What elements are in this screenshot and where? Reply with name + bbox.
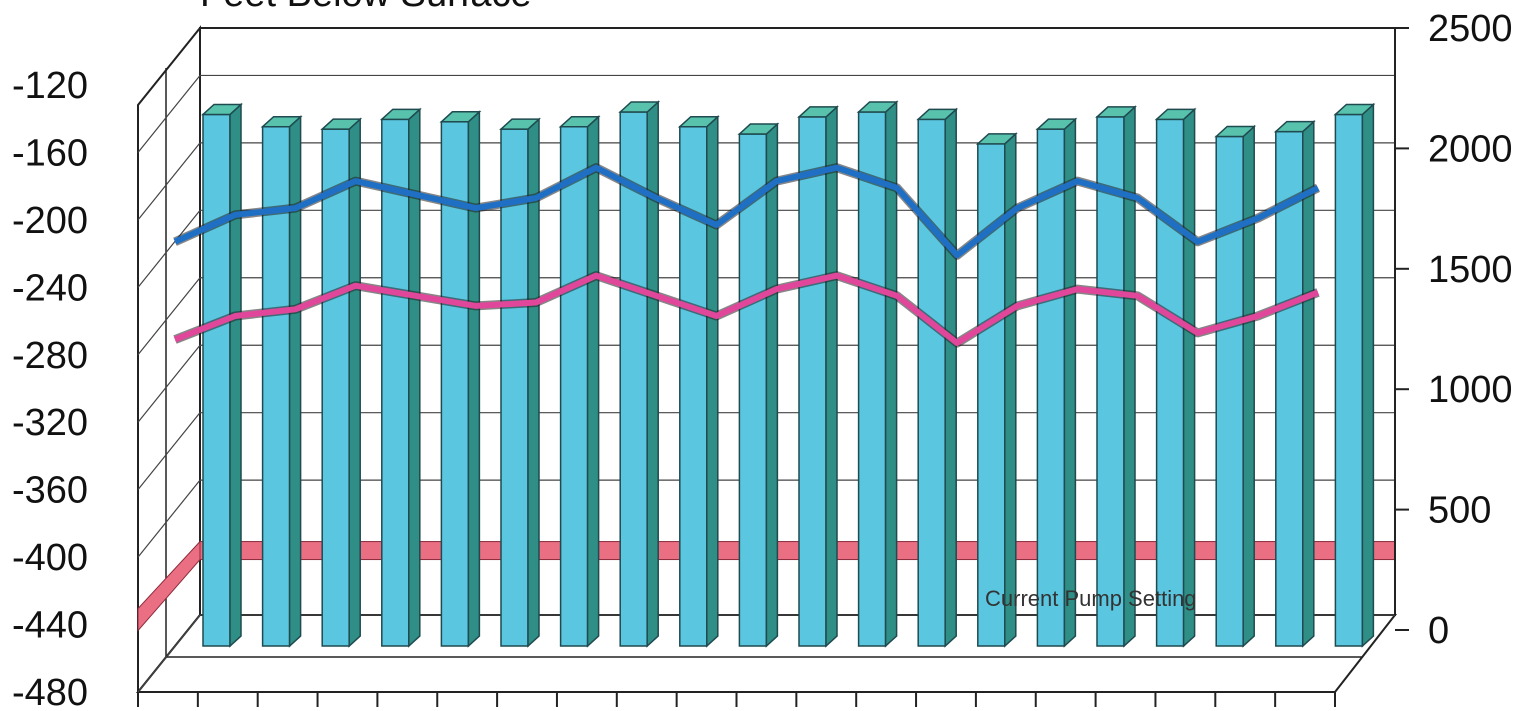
left-tick-label: -320 <box>12 402 88 444</box>
bar <box>558 115 601 648</box>
bar <box>499 117 541 648</box>
bar <box>379 107 422 648</box>
band-side <box>137 540 201 632</box>
gridline-side <box>137 209 201 288</box>
right-tick-label: 500 <box>1428 490 1491 532</box>
gridline-side <box>137 142 201 221</box>
bar <box>1214 124 1257 648</box>
gridline-side <box>137 277 201 356</box>
line-series-1 <box>173 163 1321 260</box>
bar <box>737 122 780 648</box>
right-axis-ticks: 2500 2000 1500 1000 500 0 <box>1394 8 1513 652</box>
bar <box>916 107 959 648</box>
right-tick-label: 1000 <box>1428 369 1513 411</box>
left-tick-label: -240 <box>12 267 88 309</box>
line-series-2 <box>173 271 1320 348</box>
right-tick-label: 2500 <box>1428 8 1513 50</box>
bar <box>201 102 243 648</box>
bar <box>1154 107 1197 648</box>
left-tick-label: -120 <box>12 65 88 107</box>
right-tick-label: 2000 <box>1428 128 1513 170</box>
bar <box>797 105 839 648</box>
left-tick-label: -400 <box>12 537 88 579</box>
bar <box>1273 119 1316 648</box>
left-tick-label: -160 <box>12 132 88 174</box>
bar <box>1333 102 1376 648</box>
bar <box>677 115 720 648</box>
gridline-side <box>137 614 201 693</box>
left-tick-label: -360 <box>12 470 88 512</box>
pump-setting-label: Current Pump Setting <box>985 586 1197 611</box>
left-axis-ticks: -120 -160 -200 -240 -280 -320 -360 -400 -440 -480 <box>12 65 88 711</box>
bar-series <box>201 100 1376 648</box>
left-tick-label: -480 <box>12 672 88 711</box>
bar <box>439 110 482 648</box>
right-tick-label: 1500 <box>1428 249 1513 291</box>
bar <box>856 100 899 648</box>
gridline-side <box>137 344 201 423</box>
bar <box>320 117 363 648</box>
chart-title: Feet Below Surface <box>200 0 532 15</box>
gridline-side <box>137 412 201 491</box>
line-series <box>173 163 1321 348</box>
left-tick-label: -440 <box>12 605 88 647</box>
right-tick-label: 0 <box>1428 610 1449 652</box>
bar <box>260 115 303 648</box>
left-tick-label: -280 <box>12 335 88 377</box>
gridline-side <box>137 75 201 153</box>
left-tick-label: -200 <box>12 200 88 242</box>
bar <box>975 132 1018 648</box>
bar <box>1035 117 1078 648</box>
gridline-side <box>137 479 201 558</box>
bar <box>1095 105 1137 648</box>
bar <box>618 100 661 648</box>
